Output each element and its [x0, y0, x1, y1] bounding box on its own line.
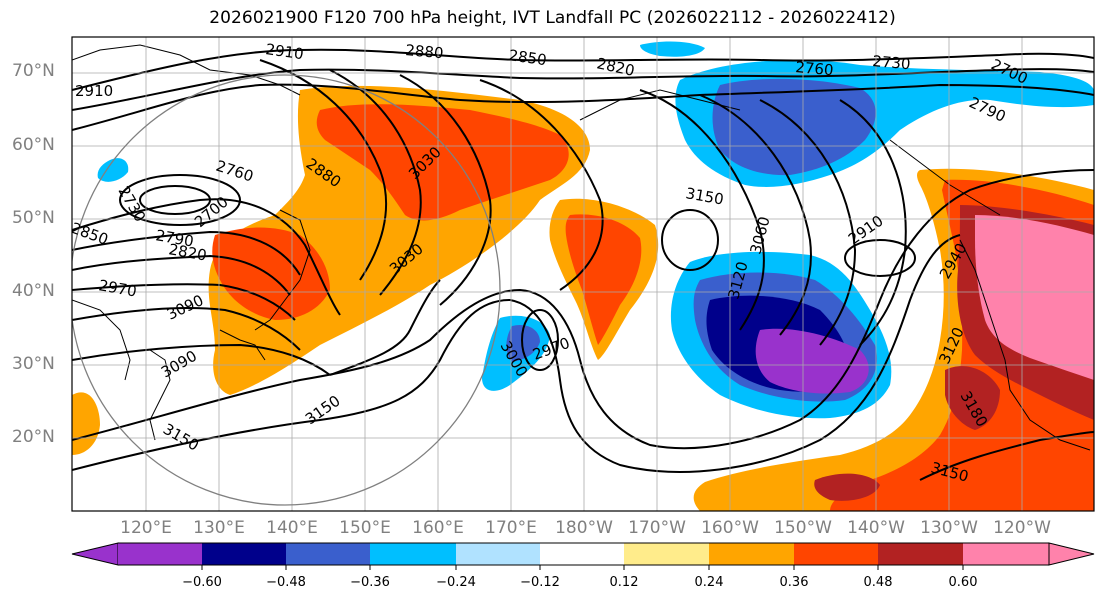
colorbar-tick-label: −0.24 — [436, 575, 476, 590]
lon-label: 150°W — [774, 518, 832, 538]
colorbar-tick-label: −0.60 — [182, 575, 222, 590]
lon-label: 140°E — [266, 518, 318, 538]
lon-label: 160°W — [701, 518, 759, 538]
colorbar-segment — [118, 543, 202, 565]
contour-label: 2910 — [75, 82, 113, 100]
colorbar-segment — [878, 543, 963, 565]
colorbar-tick-label: −0.12 — [520, 575, 560, 590]
colorbar-segment — [963, 543, 1049, 565]
coastlines — [72, 44, 1091, 451]
colorbar-extend-low — [71, 542, 119, 566]
colorbar-tick-label: 0.12 — [609, 575, 639, 590]
colorbar-tick-label: −0.48 — [266, 575, 306, 590]
lat-label: 20°N — [12, 427, 55, 447]
map-frame — [71, 36, 1095, 512]
lon-label: 160°E — [412, 518, 464, 538]
colorbar-segment — [624, 543, 709, 565]
contour-label: 2880 — [405, 41, 445, 62]
ivt-shading — [72, 41, 1094, 511]
lat-label: 40°N — [12, 281, 55, 301]
contour-label: 2760 — [795, 58, 835, 79]
map-title: 2026021900 F120 700 hPa height, IVT Land… — [209, 8, 896, 28]
contour-label: 2910 — [264, 40, 304, 63]
colorbar-tick-label: 0.48 — [863, 575, 893, 590]
lon-label: 170°W — [628, 518, 686, 538]
lat-label: 30°N — [12, 354, 55, 374]
colorbar-segment — [370, 543, 456, 565]
lon-label: 150°E — [339, 518, 391, 538]
height-contours — [72, 48, 1094, 481]
colorbar-extend-high — [1048, 542, 1095, 566]
grid-lines — [72, 37, 1094, 511]
lat-label: 70°N — [12, 61, 55, 81]
lon-label: 120°E — [120, 518, 172, 538]
colorbar-segment — [286, 543, 370, 565]
colorbar-tick-label: −0.36 — [350, 575, 390, 590]
colorbar — [71, 542, 1095, 570]
colorbar-tick-label: 0.36 — [779, 575, 809, 590]
colorbar-tick-label: 0.60 — [948, 575, 978, 590]
colorbar-segment — [202, 543, 286, 565]
colorbar-segment — [794, 543, 878, 565]
lon-label: 180°W — [555, 518, 613, 538]
colorbar-segment — [540, 543, 624, 565]
colorbar-segment — [709, 543, 794, 565]
lon-label: 130°E — [193, 518, 245, 538]
radius-circle — [72, 74, 501, 506]
lon-label: 140°W — [847, 518, 905, 538]
contour-label: 2850 — [507, 46, 547, 69]
lat-label: 60°N — [12, 135, 55, 155]
colorbar-tick-label: 0.24 — [694, 575, 724, 590]
contour-label: 2730 — [872, 52, 912, 73]
lat-label: 50°N — [12, 208, 55, 228]
lon-label: 170°E — [485, 518, 537, 538]
lon-label: 120°W — [993, 518, 1051, 538]
colorbar-segment — [456, 543, 540, 565]
lon-label: 130°W — [920, 518, 978, 538]
